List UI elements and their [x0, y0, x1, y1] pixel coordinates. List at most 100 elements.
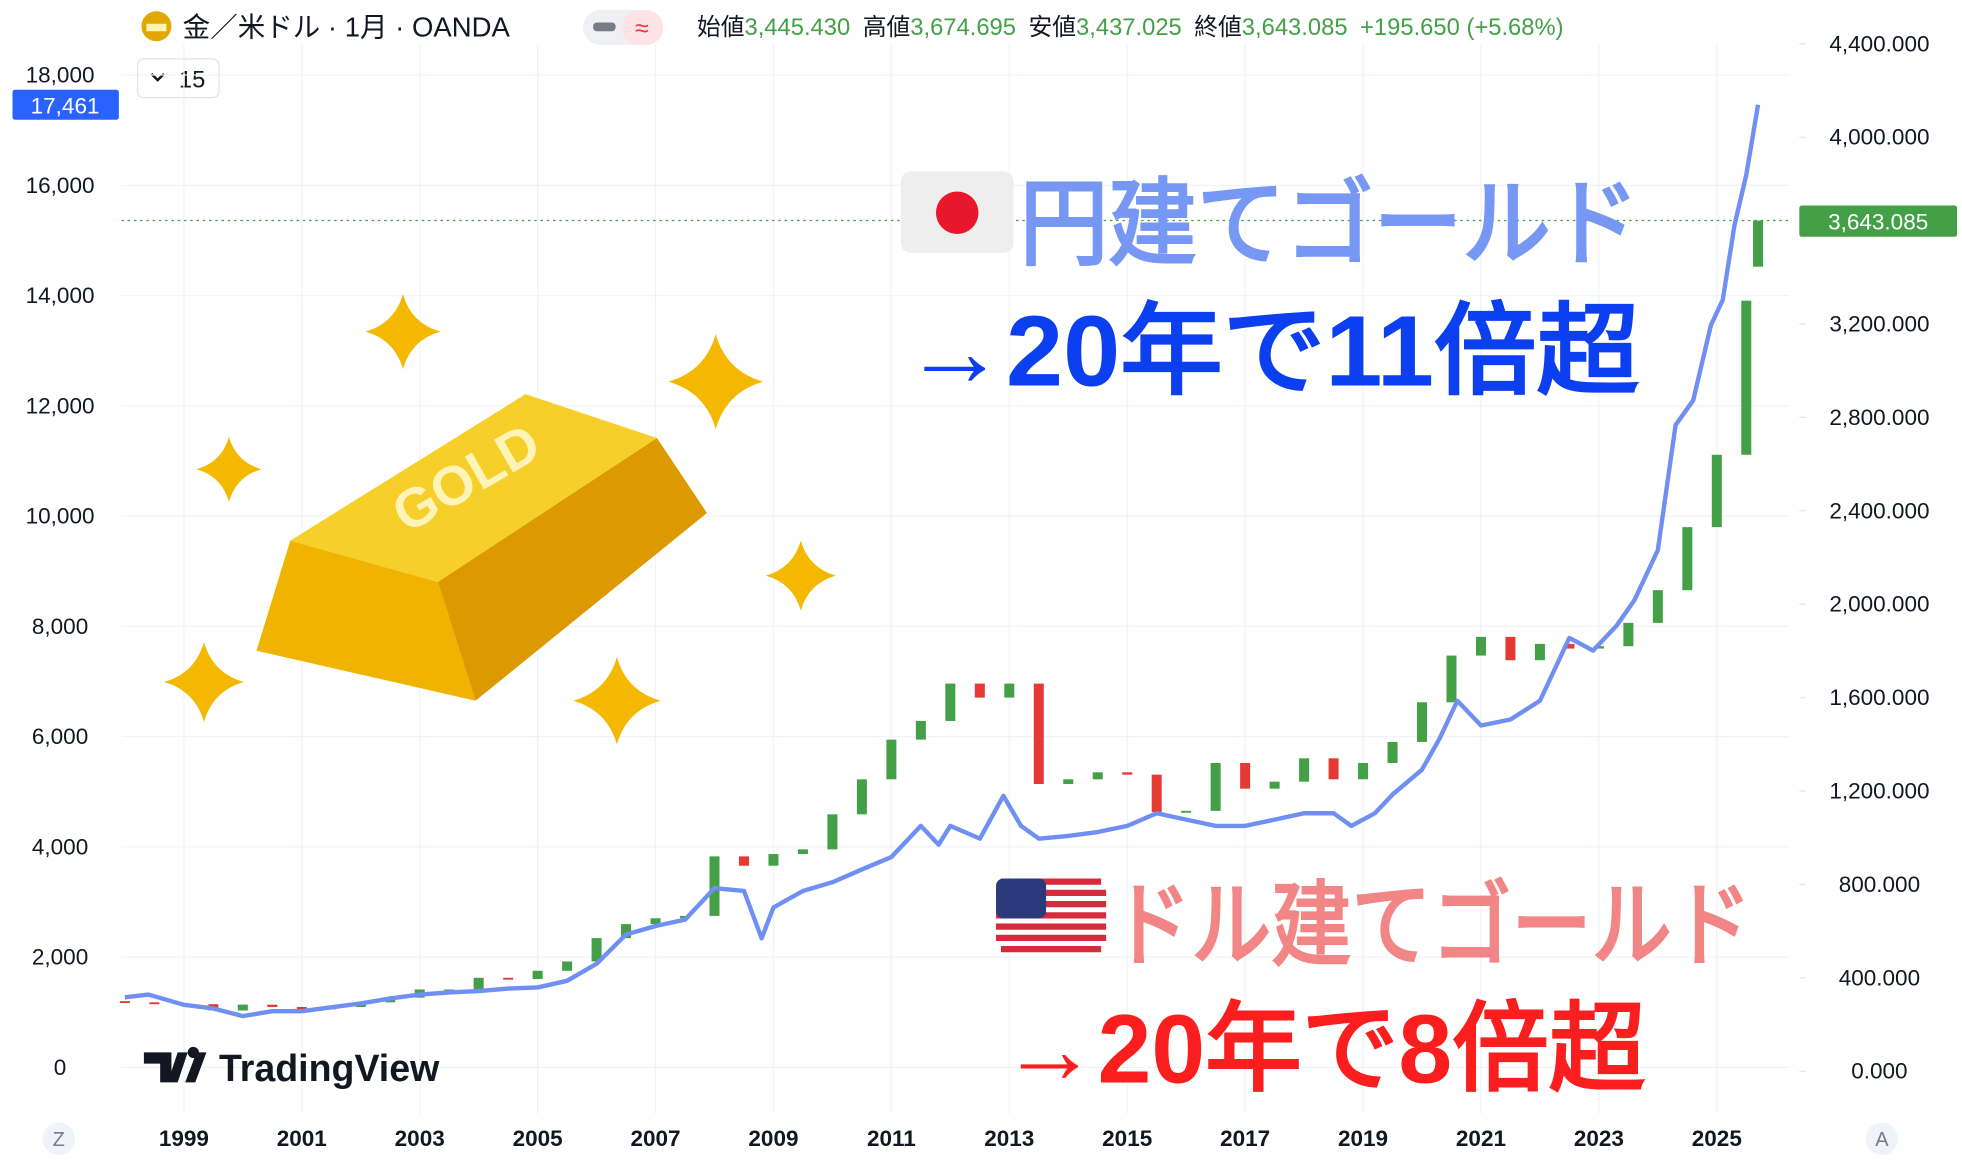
- candle-body: [1711, 454, 1722, 528]
- interval-label: 15: [179, 67, 205, 94]
- sparkle: [668, 334, 764, 430]
- candle-body: [1004, 683, 1015, 698]
- sparkle: [163, 641, 244, 723]
- candle-body: [1534, 643, 1545, 661]
- gold-illustration: GOLD: [256, 394, 707, 701]
- candle-body: [1753, 220, 1764, 267]
- candle-body: [768, 854, 779, 866]
- x-tick-label: 2025: [1692, 1126, 1742, 1151]
- annotation: 円建てゴールド: [1020, 172, 1639, 278]
- candle-body: [827, 814, 838, 850]
- candle-body: [1092, 772, 1103, 780]
- ohlc-label: 終値: [1194, 14, 1242, 41]
- x-tick-label: 2005: [513, 1126, 563, 1151]
- sparkle: [196, 436, 262, 502]
- candle-body: [473, 977, 484, 990]
- sparkle: [365, 294, 441, 370]
- logo-icon: [143, 1046, 199, 1083]
- yen-gold-line: [124, 104, 1761, 1019]
- candle-body: [1063, 779, 1074, 784]
- candle-body: [296, 1006, 307, 1010]
- y2-tick-label: 2,800.000: [1829, 405, 1929, 430]
- candle-body: [886, 739, 897, 780]
- candle-body: [1151, 774, 1162, 813]
- candle-body: [1564, 643, 1575, 649]
- candle-body: [738, 856, 749, 866]
- japan-flag-sun: [935, 191, 979, 235]
- x-tick-label: 2007: [630, 1126, 680, 1151]
- us-flag-stripes: [996, 878, 1107, 953]
- candle-body: [1269, 781, 1280, 789]
- candle-body: [1328, 758, 1339, 780]
- y-tick-label: 18,000: [26, 63, 95, 88]
- ohlc-label: 安値: [1029, 14, 1077, 41]
- y-tick-label: 12,000: [26, 393, 95, 418]
- candle-body: [1387, 741, 1398, 763]
- x-tick-label: 2009: [748, 1126, 798, 1151]
- y-tick-label: 6,000: [32, 724, 88, 749]
- corner-button[interactable]: [42, 1122, 76, 1155]
- us-flag-canton: [996, 878, 1047, 919]
- corner-label: Z: [53, 1129, 65, 1151]
- y2-tick-label: 1,200.000: [1829, 779, 1929, 804]
- candle-body: [1210, 762, 1221, 811]
- annotation: →20年で11倍超: [903, 295, 1640, 407]
- x-tick-label: 2023: [1574, 1126, 1624, 1151]
- candle-body: [1505, 636, 1516, 661]
- ohlc-label: 始値: [697, 14, 745, 41]
- y-tick-label: 16,000: [26, 173, 95, 198]
- last-value-label: 17,461: [31, 94, 100, 119]
- y2-tick-label: 2,400.000: [1829, 498, 1929, 523]
- x-tick-label: 2011: [867, 1126, 916, 1151]
- y2-tick-label: 400.000: [1839, 965, 1920, 990]
- candle-body: [1033, 683, 1044, 784]
- x-tick-label: 2021: [1456, 1126, 1506, 1151]
- candle-body: [797, 849, 808, 855]
- y2-tick-label: 2,000.000: [1829, 592, 1929, 617]
- sparkle: [573, 656, 661, 745]
- candle-body: [1623, 622, 1634, 647]
- candle-body: [945, 683, 956, 721]
- candle-body: [532, 970, 543, 979]
- candle-body: [1181, 810, 1192, 813]
- candle-body: [621, 924, 632, 939]
- y2-tick-label: 4,000.000: [1829, 125, 1929, 150]
- candle-body: [149, 1002, 160, 1005]
- candle-body: [562, 961, 573, 971]
- x-tick-label: 2001: [277, 1126, 327, 1151]
- corner-button[interactable]: [1865, 1122, 1899, 1155]
- logo-icon-part: [185, 1052, 207, 1083]
- x-tick-label: 2003: [395, 1126, 445, 1151]
- y-tick-label: 10,000: [26, 504, 95, 529]
- y-tick-label: 8,000: [32, 614, 88, 639]
- candle-body: [974, 683, 985, 698]
- y2-tick-label: 3,200.000: [1829, 312, 1929, 337]
- candle-body: [650, 918, 661, 925]
- ohlc-label: 高値: [863, 14, 911, 41]
- candle-body: [1446, 655, 1457, 703]
- ohlc-value: 3,674.695: [910, 14, 1016, 41]
- annotation: ドル建てゴールド: [1111, 873, 1752, 977]
- bar-front: [256, 540, 476, 701]
- x-tick-label: 2017: [1220, 1126, 1270, 1151]
- symbol-icon-bar: [146, 23, 167, 32]
- bar-side: [437, 437, 707, 701]
- us-flag: [996, 878, 1107, 954]
- symbol-title[interactable]: 金／米ドル · 1月 · OANDA: [183, 11, 511, 42]
- corner-label: A: [1875, 1129, 1889, 1151]
- candle-body: [915, 720, 926, 740]
- y2-tick-label: 4,400.000: [1829, 31, 1929, 56]
- ohlc-change: +195.650 (+5.68%): [1360, 14, 1563, 41]
- candle-body: [1741, 300, 1752, 455]
- ohlc-value: 3,445.430: [744, 14, 850, 41]
- toggle-active: [621, 10, 664, 46]
- candle-body: [1240, 762, 1251, 789]
- candle-body: [1475, 636, 1486, 656]
- y2-tick-label: 1,600.000: [1829, 685, 1929, 710]
- interval-button[interactable]: [137, 58, 220, 99]
- bar-top: [290, 394, 657, 582]
- x-tick-label: 2015: [1102, 1126, 1152, 1151]
- toggle-icon: ≈: [635, 14, 649, 42]
- ohlc-value: 3,643.085: [1242, 14, 1348, 41]
